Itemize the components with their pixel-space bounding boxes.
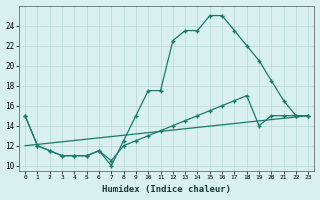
X-axis label: Humidex (Indice chaleur): Humidex (Indice chaleur) <box>102 185 231 194</box>
